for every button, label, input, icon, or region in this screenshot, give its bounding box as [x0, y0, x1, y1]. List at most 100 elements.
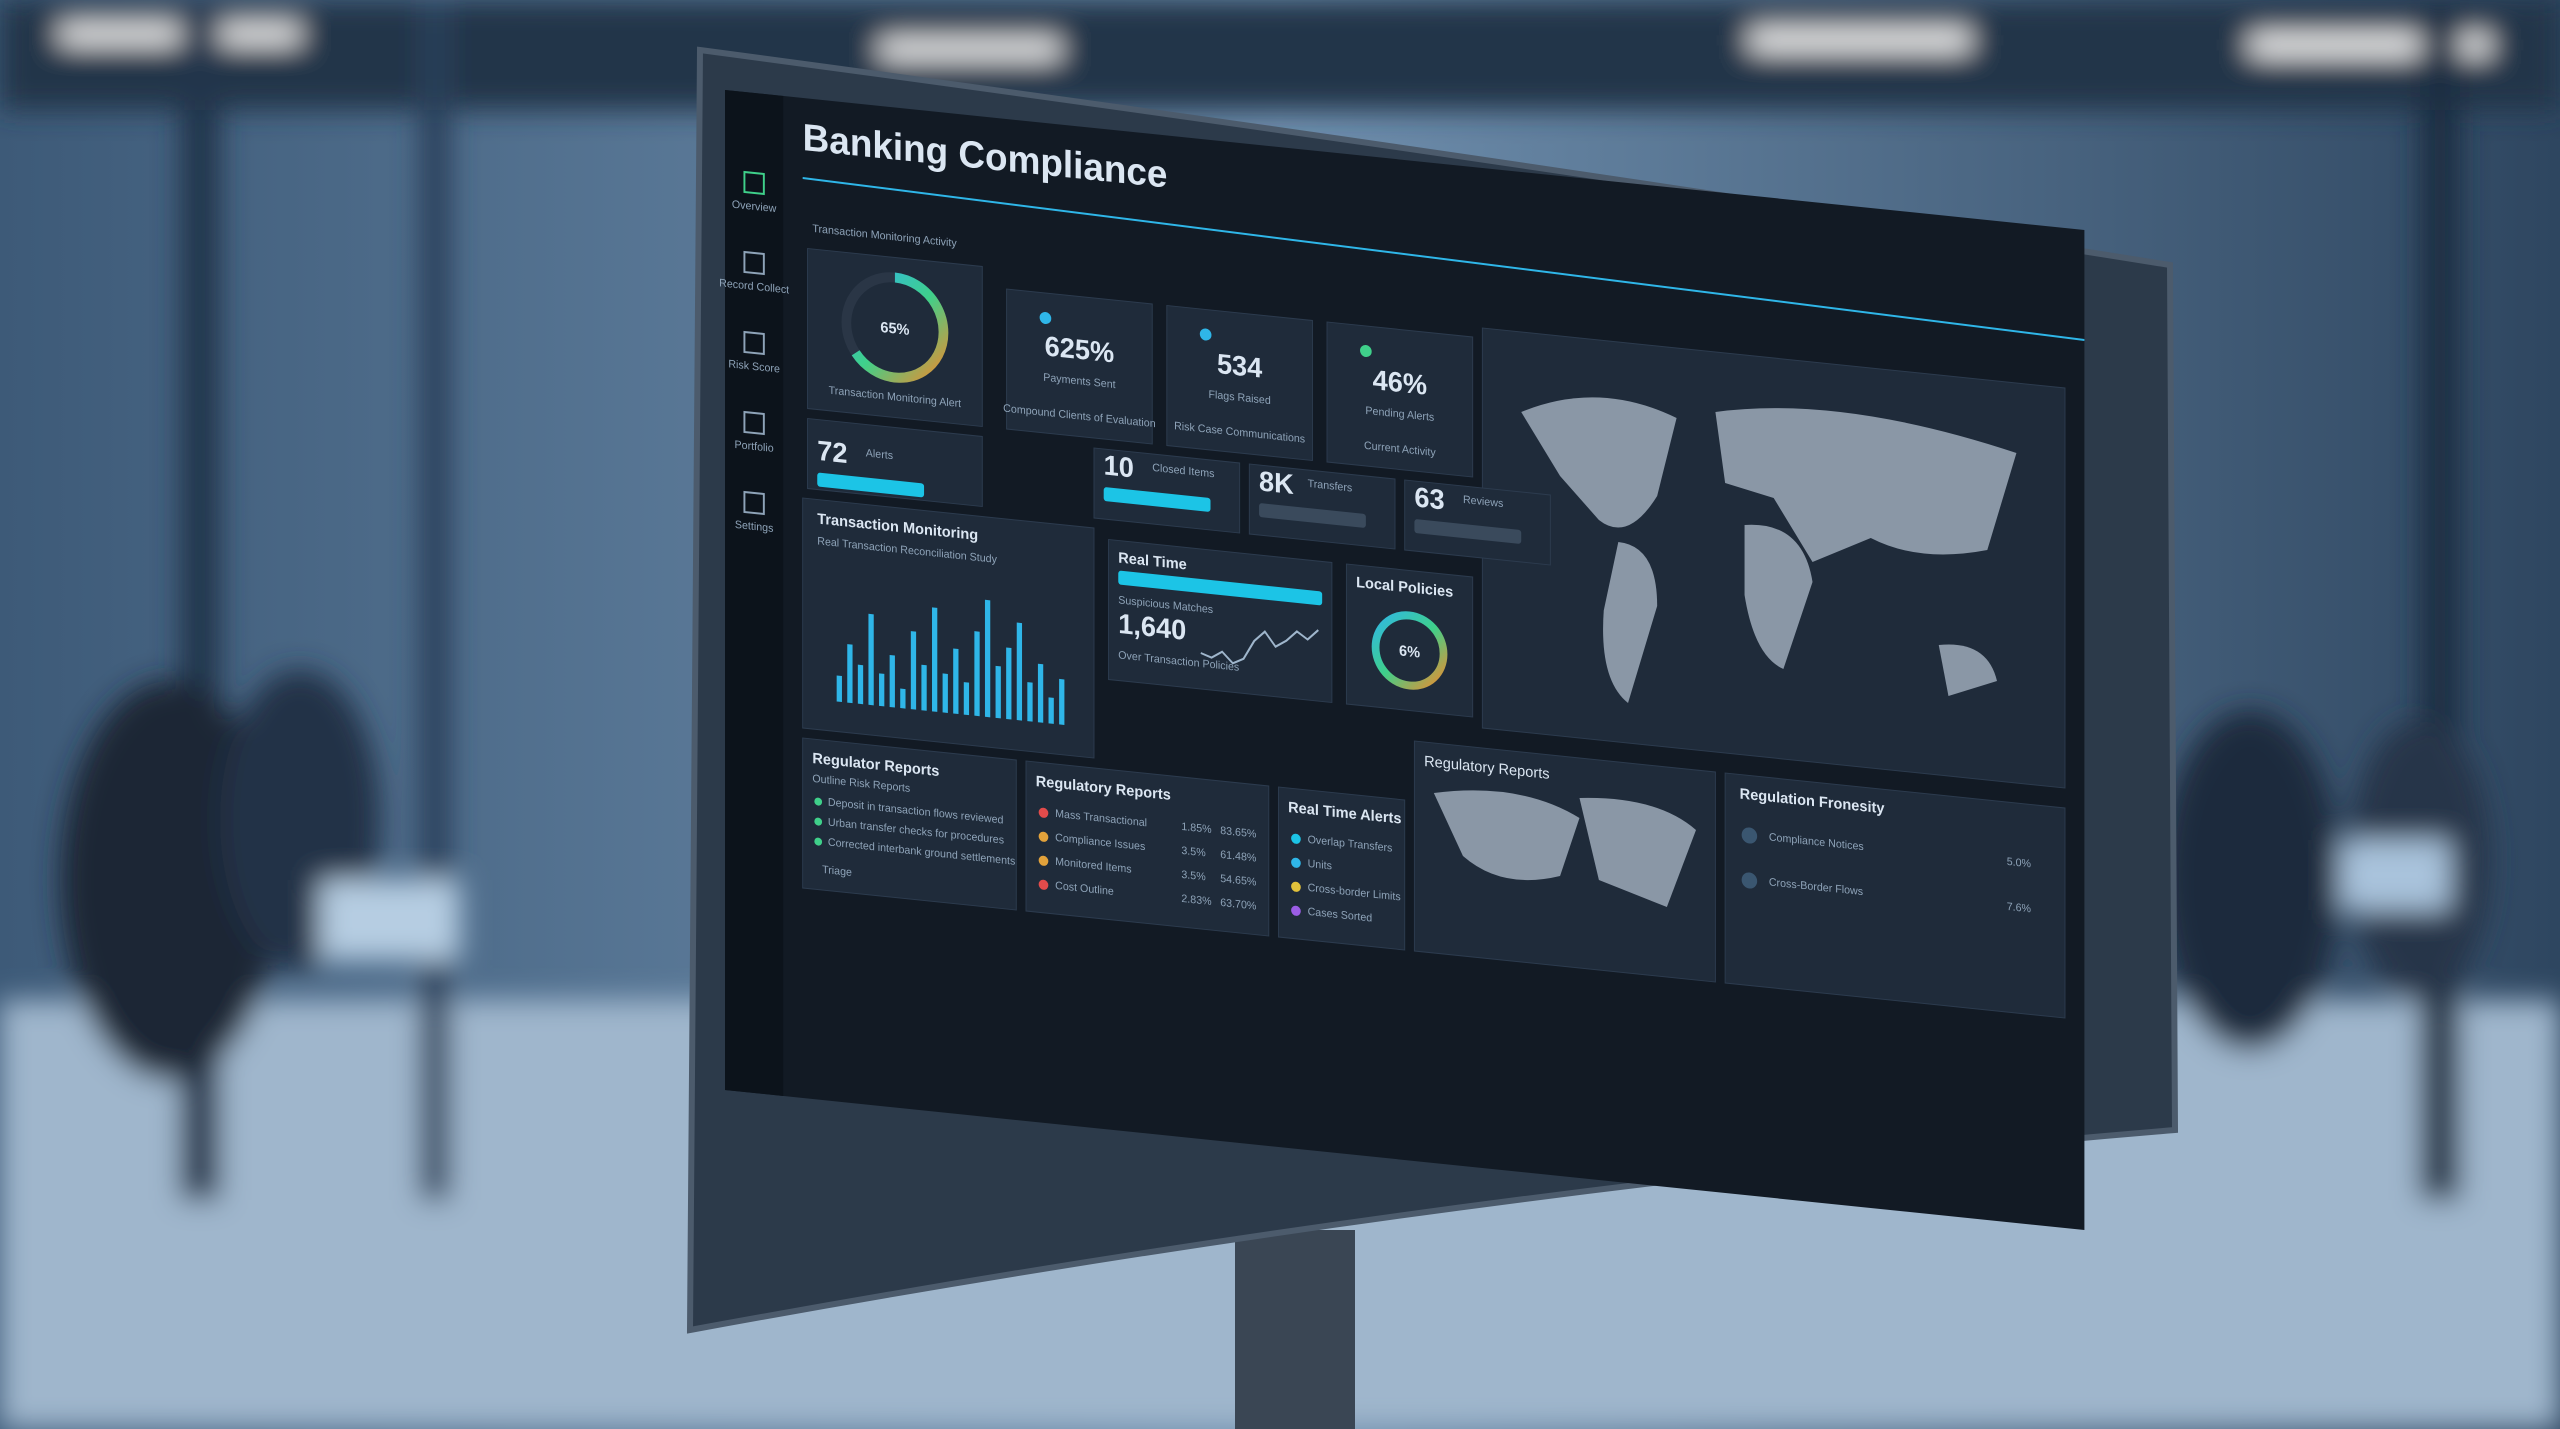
- status-dot: [1038, 831, 1049, 842]
- mini-card: [1404, 479, 1551, 566]
- kpis-1-value: 534: [1217, 348, 1263, 384]
- nav-icon: [743, 170, 765, 196]
- trend-line: [1200, 629, 1319, 665]
- bar: [836, 675, 842, 703]
- dashboard: Banking Compliance Transaction Monitorin…: [719, 90, 2085, 1231]
- mini-button: [817, 472, 925, 498]
- monitor-stand: [1235, 1230, 1355, 1429]
- regulation-rows-1-1: 7.6%: [2007, 901, 2032, 916]
- regulatory_table-rows-3-2: 63.70%: [1220, 897, 1257, 913]
- bar: [900, 688, 906, 709]
- kpi-card: [1166, 304, 1313, 462]
- reg-icon: [1741, 827, 1758, 844]
- regulatory_table-rows-3-1: 2.83%: [1181, 893, 1212, 908]
- bar: [1048, 697, 1054, 724]
- mini_kpis-3-label: Reviews: [1463, 494, 1504, 510]
- filter-bar: [1118, 570, 1323, 606]
- alert-dot: [1291, 905, 1301, 916]
- check: [814, 797, 823, 806]
- mini-button: [1414, 519, 1522, 544]
- nav-icon: [743, 410, 765, 436]
- bar: [847, 644, 853, 704]
- gauge-label: 65%: [880, 320, 909, 339]
- alerts-panel: [1277, 786, 1406, 951]
- bar: [1016, 622, 1023, 721]
- regulatory_table-rows-3-0: Cost Outline: [1055, 880, 1114, 898]
- header-rule: [802, 177, 2085, 341]
- bar: [995, 665, 1001, 719]
- status-dot: [1038, 807, 1049, 818]
- bar: [910, 631, 917, 710]
- bar: [1006, 647, 1012, 720]
- mini-button: [1259, 503, 1366, 528]
- bar: [953, 648, 959, 715]
- mini_kpis-3-value: 63: [1414, 481, 1444, 515]
- mini_kpis-1-value: 10: [1104, 449, 1134, 483]
- rr-panel: [802, 737, 1017, 911]
- nav-icon: [743, 490, 765, 516]
- regulatory_table-rows-0-2: 83.65%: [1220, 825, 1257, 841]
- nav-icon: [743, 250, 765, 276]
- bar: [974, 631, 980, 717]
- bar: [1059, 678, 1065, 725]
- alert-dot: [1291, 833, 1301, 844]
- lp-panel: [1345, 563, 1474, 718]
- mini-card: [1248, 463, 1396, 550]
- bar: [931, 607, 938, 712]
- mini-button: [1103, 487, 1211, 512]
- bar: [868, 613, 874, 706]
- mini_kpis-0-label: Alerts: [866, 447, 894, 462]
- check: [814, 837, 823, 846]
- bar: [1037, 663, 1044, 723]
- sidebar: [725, 90, 784, 1097]
- bar: [889, 654, 895, 708]
- regulation-rows-0-1: 5.0%: [2007, 856, 2032, 871]
- bar: [857, 664, 864, 705]
- bar: [879, 673, 885, 707]
- kpi-dot: [1039, 311, 1052, 325]
- bar: [942, 673, 948, 713]
- mini_kpis-2-value: 8K: [1259, 465, 1294, 500]
- kpi-dot: [1199, 328, 1212, 341]
- header-nav-2: Risk Score: [728, 358, 780, 375]
- kpis-2-value: 46%: [1373, 364, 1427, 401]
- region-map: [1433, 790, 1697, 908]
- mini_kpis-0-value: 72: [817, 435, 847, 469]
- reg-panel: [1724, 772, 2066, 1019]
- bar: [963, 682, 970, 716]
- mini_kpis-2-label: Transfers: [1308, 478, 1353, 495]
- real_time-value: 1,640: [1118, 608, 1186, 646]
- kpi-card: [1006, 288, 1153, 445]
- status-dot: [1038, 855, 1049, 866]
- ring: [1371, 611, 1448, 690]
- real_time-title: Real Time: [1118, 550, 1187, 573]
- world-map: [1521, 397, 2017, 704]
- bar: [921, 664, 927, 711]
- check: [814, 817, 823, 826]
- bar: [984, 599, 991, 718]
- header-nav-0: Overview: [732, 199, 777, 216]
- regulatory_reports-footer: Triage: [822, 864, 852, 879]
- kpi-dot: [1360, 344, 1372, 358]
- regulatory_table-rows-2-2: 54.65%: [1220, 873, 1257, 889]
- local_policies-label: 6%: [1399, 643, 1420, 661]
- mini-card: [1093, 447, 1241, 534]
- regulatory_table-rows-1-2: 61.48%: [1220, 849, 1257, 865]
- regulatory_table-rows-1-1: 3.5%: [1181, 845, 1206, 860]
- alerts-items-1: Units: [1308, 858, 1333, 873]
- reg-icon: [1741, 872, 1758, 889]
- bar: [1027, 682, 1033, 722]
- nav-icon: [743, 330, 765, 356]
- header-nav-4: Settings: [735, 519, 774, 535]
- kpis-0-value: 625%: [1045, 330, 1115, 369]
- status-dot: [1038, 879, 1049, 890]
- kpi-card: [1326, 321, 1474, 478]
- alert-dot: [1291, 857, 1301, 868]
- gauge-arc: [851, 272, 949, 383]
- regulatory_table-rows-2-1: 3.5%: [1181, 869, 1206, 884]
- alert-dot: [1291, 881, 1301, 892]
- header-nav-3: Portfolio: [735, 439, 774, 455]
- table-panel: [1025, 760, 1270, 937]
